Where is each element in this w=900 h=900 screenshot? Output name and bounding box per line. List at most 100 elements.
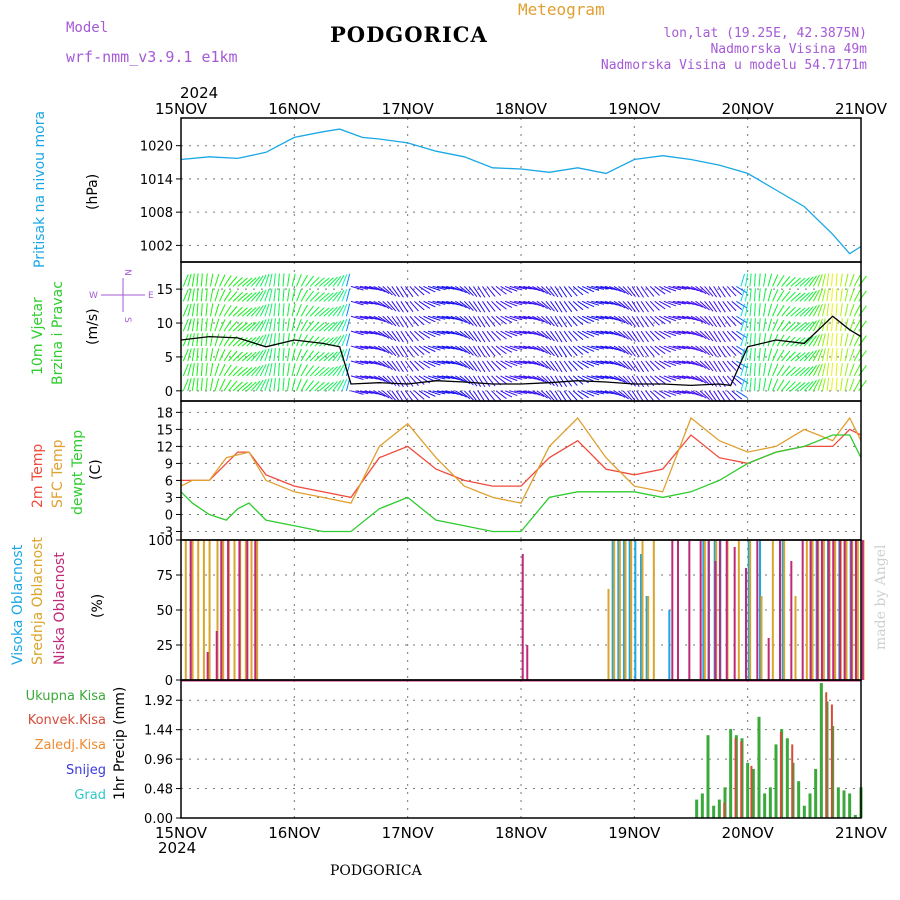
wind-arrow	[695, 330, 707, 339]
wind-label-2: Brzina i Pravac	[50, 281, 66, 385]
wind-arrow	[287, 333, 290, 347]
wind-arrow	[785, 291, 796, 302]
wind-arrow	[532, 360, 545, 368]
wind-arrow	[327, 351, 338, 362]
compass-west: W	[89, 291, 98, 301]
wind-arrow	[359, 360, 373, 365]
wind-arrow	[763, 273, 767, 287]
wind-arrow	[821, 303, 826, 317]
wind-arrow	[318, 322, 330, 332]
wind-arrow	[803, 366, 814, 377]
wind-arrow	[446, 360, 459, 366]
mid-cloud-bar	[191, 540, 194, 680]
wind-arrow	[364, 315, 378, 320]
wind-arrow	[677, 315, 691, 320]
wind-arrow	[318, 292, 330, 302]
wind-arrow	[300, 289, 308, 302]
wind-arrow	[600, 390, 614, 395]
wind-arrow	[672, 315, 686, 320]
coords-text: lon,lat (19.25E, 42.3875N)	[663, 26, 868, 41]
wind-arrow	[500, 300, 513, 309]
wind-arrow	[581, 285, 595, 293]
wind-arrow	[287, 348, 290, 362]
wind-arrow	[840, 333, 843, 347]
wind-arrow	[332, 290, 342, 302]
wind-arrow	[627, 315, 636, 327]
wind-arrow	[849, 333, 855, 347]
wind-arrow	[654, 330, 666, 340]
wind-arrow	[808, 380, 817, 392]
compass-north: N	[122, 269, 132, 276]
low-cloud-bar	[206, 652, 209, 680]
y-tick-label: 15	[156, 423, 173, 438]
wind-arrow	[187, 273, 192, 287]
wind-arrow	[681, 390, 695, 395]
wind-arrow	[214, 363, 220, 377]
wind-arrow	[414, 360, 425, 370]
wind-arrow	[368, 300, 382, 306]
wind-arrow	[446, 285, 459, 291]
wind-arrow	[559, 301, 568, 313]
low-cloud-bar	[745, 568, 747, 680]
wind-arrow	[527, 390, 541, 396]
wind-arrow	[790, 292, 801, 302]
wind-arrow	[726, 360, 737, 371]
wind-arrow	[459, 330, 471, 340]
wind-arrow	[477, 315, 486, 328]
wind-arrow	[327, 291, 338, 302]
wind-arrow	[200, 333, 203, 347]
wind-arrow	[427, 345, 441, 351]
wind-arrow	[672, 345, 686, 350]
wind-arrow	[336, 274, 345, 287]
high-cloud-bar	[781, 540, 784, 680]
wind-arrow	[463, 330, 474, 341]
wind-arrow	[817, 333, 823, 347]
precip-total-bar	[808, 793, 812, 818]
wind-arrow	[572, 360, 584, 370]
wind-arrow	[437, 390, 450, 394]
wind-arrow	[744, 363, 749, 376]
wind-arrow	[232, 306, 243, 317]
wind-arrow	[645, 345, 655, 357]
wind-arrow	[858, 275, 867, 287]
wind-arrow	[355, 375, 369, 380]
wind-arrow	[309, 291, 320, 302]
wind-arrow	[600, 345, 614, 350]
wind-arrow	[255, 379, 264, 392]
wind-arrow	[668, 360, 682, 365]
wind-arrow	[613, 315, 626, 324]
wind-arrow	[640, 315, 649, 328]
wind-arrow	[382, 286, 393, 296]
wind-arrow	[500, 315, 513, 323]
wind-arrow	[432, 300, 446, 305]
wind-arrow	[536, 390, 548, 399]
wind-arrow	[717, 301, 726, 313]
wind-arrow	[246, 366, 257, 377]
high-cloud-bar	[747, 540, 750, 680]
wind-arrow	[237, 277, 248, 287]
wind-arrow	[744, 318, 749, 332]
wind-arrow	[277, 362, 280, 376]
wind-arrow	[450, 315, 463, 322]
wind-arrow	[223, 364, 232, 377]
wind-arrow	[722, 390, 731, 402]
wind-arrow	[341, 289, 348, 302]
wind-arrow	[355, 345, 369, 350]
y-tick-label: 1014	[140, 173, 173, 188]
wind-arrow	[345, 318, 351, 332]
wind-arrow	[672, 360, 686, 365]
mid-cloud-bar	[794, 596, 797, 680]
wind-arrow	[450, 285, 463, 292]
time-tick-top: 21NOV	[835, 100, 888, 118]
wind-arrow	[568, 390, 578, 401]
wind-arrow	[309, 276, 320, 287]
low-cloud-bar	[246, 540, 249, 680]
low-cloud-bar	[215, 631, 218, 680]
wind-arrow	[726, 286, 737, 297]
wind-arrow	[858, 305, 867, 317]
wind-arrow	[577, 390, 589, 399]
wind-arrow	[323, 307, 334, 317]
wind-arrow	[377, 315, 390, 324]
wind-arrow	[509, 345, 523, 351]
wind-arrow	[255, 290, 264, 302]
